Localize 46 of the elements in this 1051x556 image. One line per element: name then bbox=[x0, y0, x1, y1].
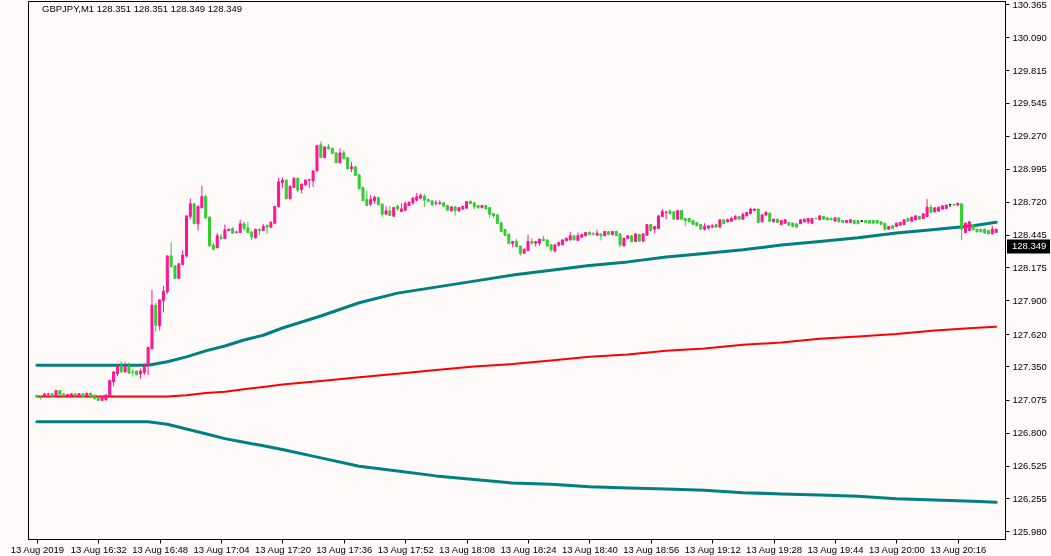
candlestick bbox=[246, 221, 250, 234]
candlestick bbox=[265, 224, 269, 235]
x-tick-label: 13 Aug 19:12 bbox=[684, 543, 741, 555]
x-tick-label: 13 Aug 16:32 bbox=[70, 543, 127, 555]
y-tick-label: 126.525 bbox=[1012, 460, 1047, 472]
text: 128.349 bbox=[1012, 240, 1047, 252]
x-tick-label: 13 Aug 2019 bbox=[10, 543, 65, 555]
x-tick-label: 13 Aug 17:20 bbox=[254, 543, 311, 555]
x-tick-label: 13 Aug 19:44 bbox=[807, 543, 864, 555]
y-tick-label: 126.255 bbox=[1012, 492, 1047, 504]
y-tick-label: 130.090 bbox=[1012, 31, 1047, 43]
y-tick-label: 129.545 bbox=[1012, 97, 1047, 109]
x-tick-label: 13 Aug 17:52 bbox=[377, 543, 434, 555]
candlestick bbox=[595, 229, 599, 236]
candlestick bbox=[284, 179, 288, 200]
line-series bbox=[35, 420, 998, 504]
y-tick-label: 125.980 bbox=[1012, 525, 1047, 537]
x-tick-label: 13 Aug 17:36 bbox=[316, 543, 373, 555]
x-tick-label: 13 Aug 18:08 bbox=[439, 543, 496, 555]
chart-title: GBPJPY,M1 128.351 128.351 128.349 128.349 bbox=[42, 2, 243, 14]
x-tick-label: 13 Aug 18:56 bbox=[623, 543, 680, 555]
y-tick-label: 127.075 bbox=[1012, 394, 1047, 406]
x-tick-label: 13 Aug 17:04 bbox=[193, 543, 250, 555]
y-tick-label: 127.620 bbox=[1012, 328, 1047, 340]
y-tick-label: 130.365 bbox=[1012, 0, 1047, 10]
y-tick-label: 127.350 bbox=[1012, 360, 1047, 372]
y-tick-label: 127.900 bbox=[1012, 294, 1047, 306]
y-tick-label: 128.995 bbox=[1012, 163, 1047, 175]
x-tick-label: 13 Aug 20:16 bbox=[930, 543, 987, 555]
candlestick bbox=[154, 302, 158, 333]
y-tick-label: 128.445 bbox=[1012, 229, 1047, 241]
y-tick-label: 129.815 bbox=[1012, 64, 1047, 76]
line-series bbox=[35, 325, 998, 398]
x-tick-label: 13 Aug 20:00 bbox=[868, 543, 925, 555]
candlestick bbox=[599, 233, 603, 241]
x-tick-label: 13 Aug 18:24 bbox=[500, 543, 557, 555]
y-tick-label: 129.270 bbox=[1012, 130, 1047, 142]
x-tick-label: 13 Aug 16:48 bbox=[132, 543, 189, 555]
x-tick-label: 13 Aug 18:40 bbox=[561, 543, 618, 555]
y-tick-label: 128.720 bbox=[1012, 196, 1047, 208]
candlestick bbox=[434, 199, 438, 206]
x-tick-label: 13 Aug 19:28 bbox=[746, 543, 803, 555]
candlestick bbox=[219, 233, 223, 241]
line-series bbox=[35, 220, 998, 367]
y-tick-label: 128.175 bbox=[1012, 261, 1047, 273]
y-tick-label: 126.800 bbox=[1012, 427, 1047, 439]
